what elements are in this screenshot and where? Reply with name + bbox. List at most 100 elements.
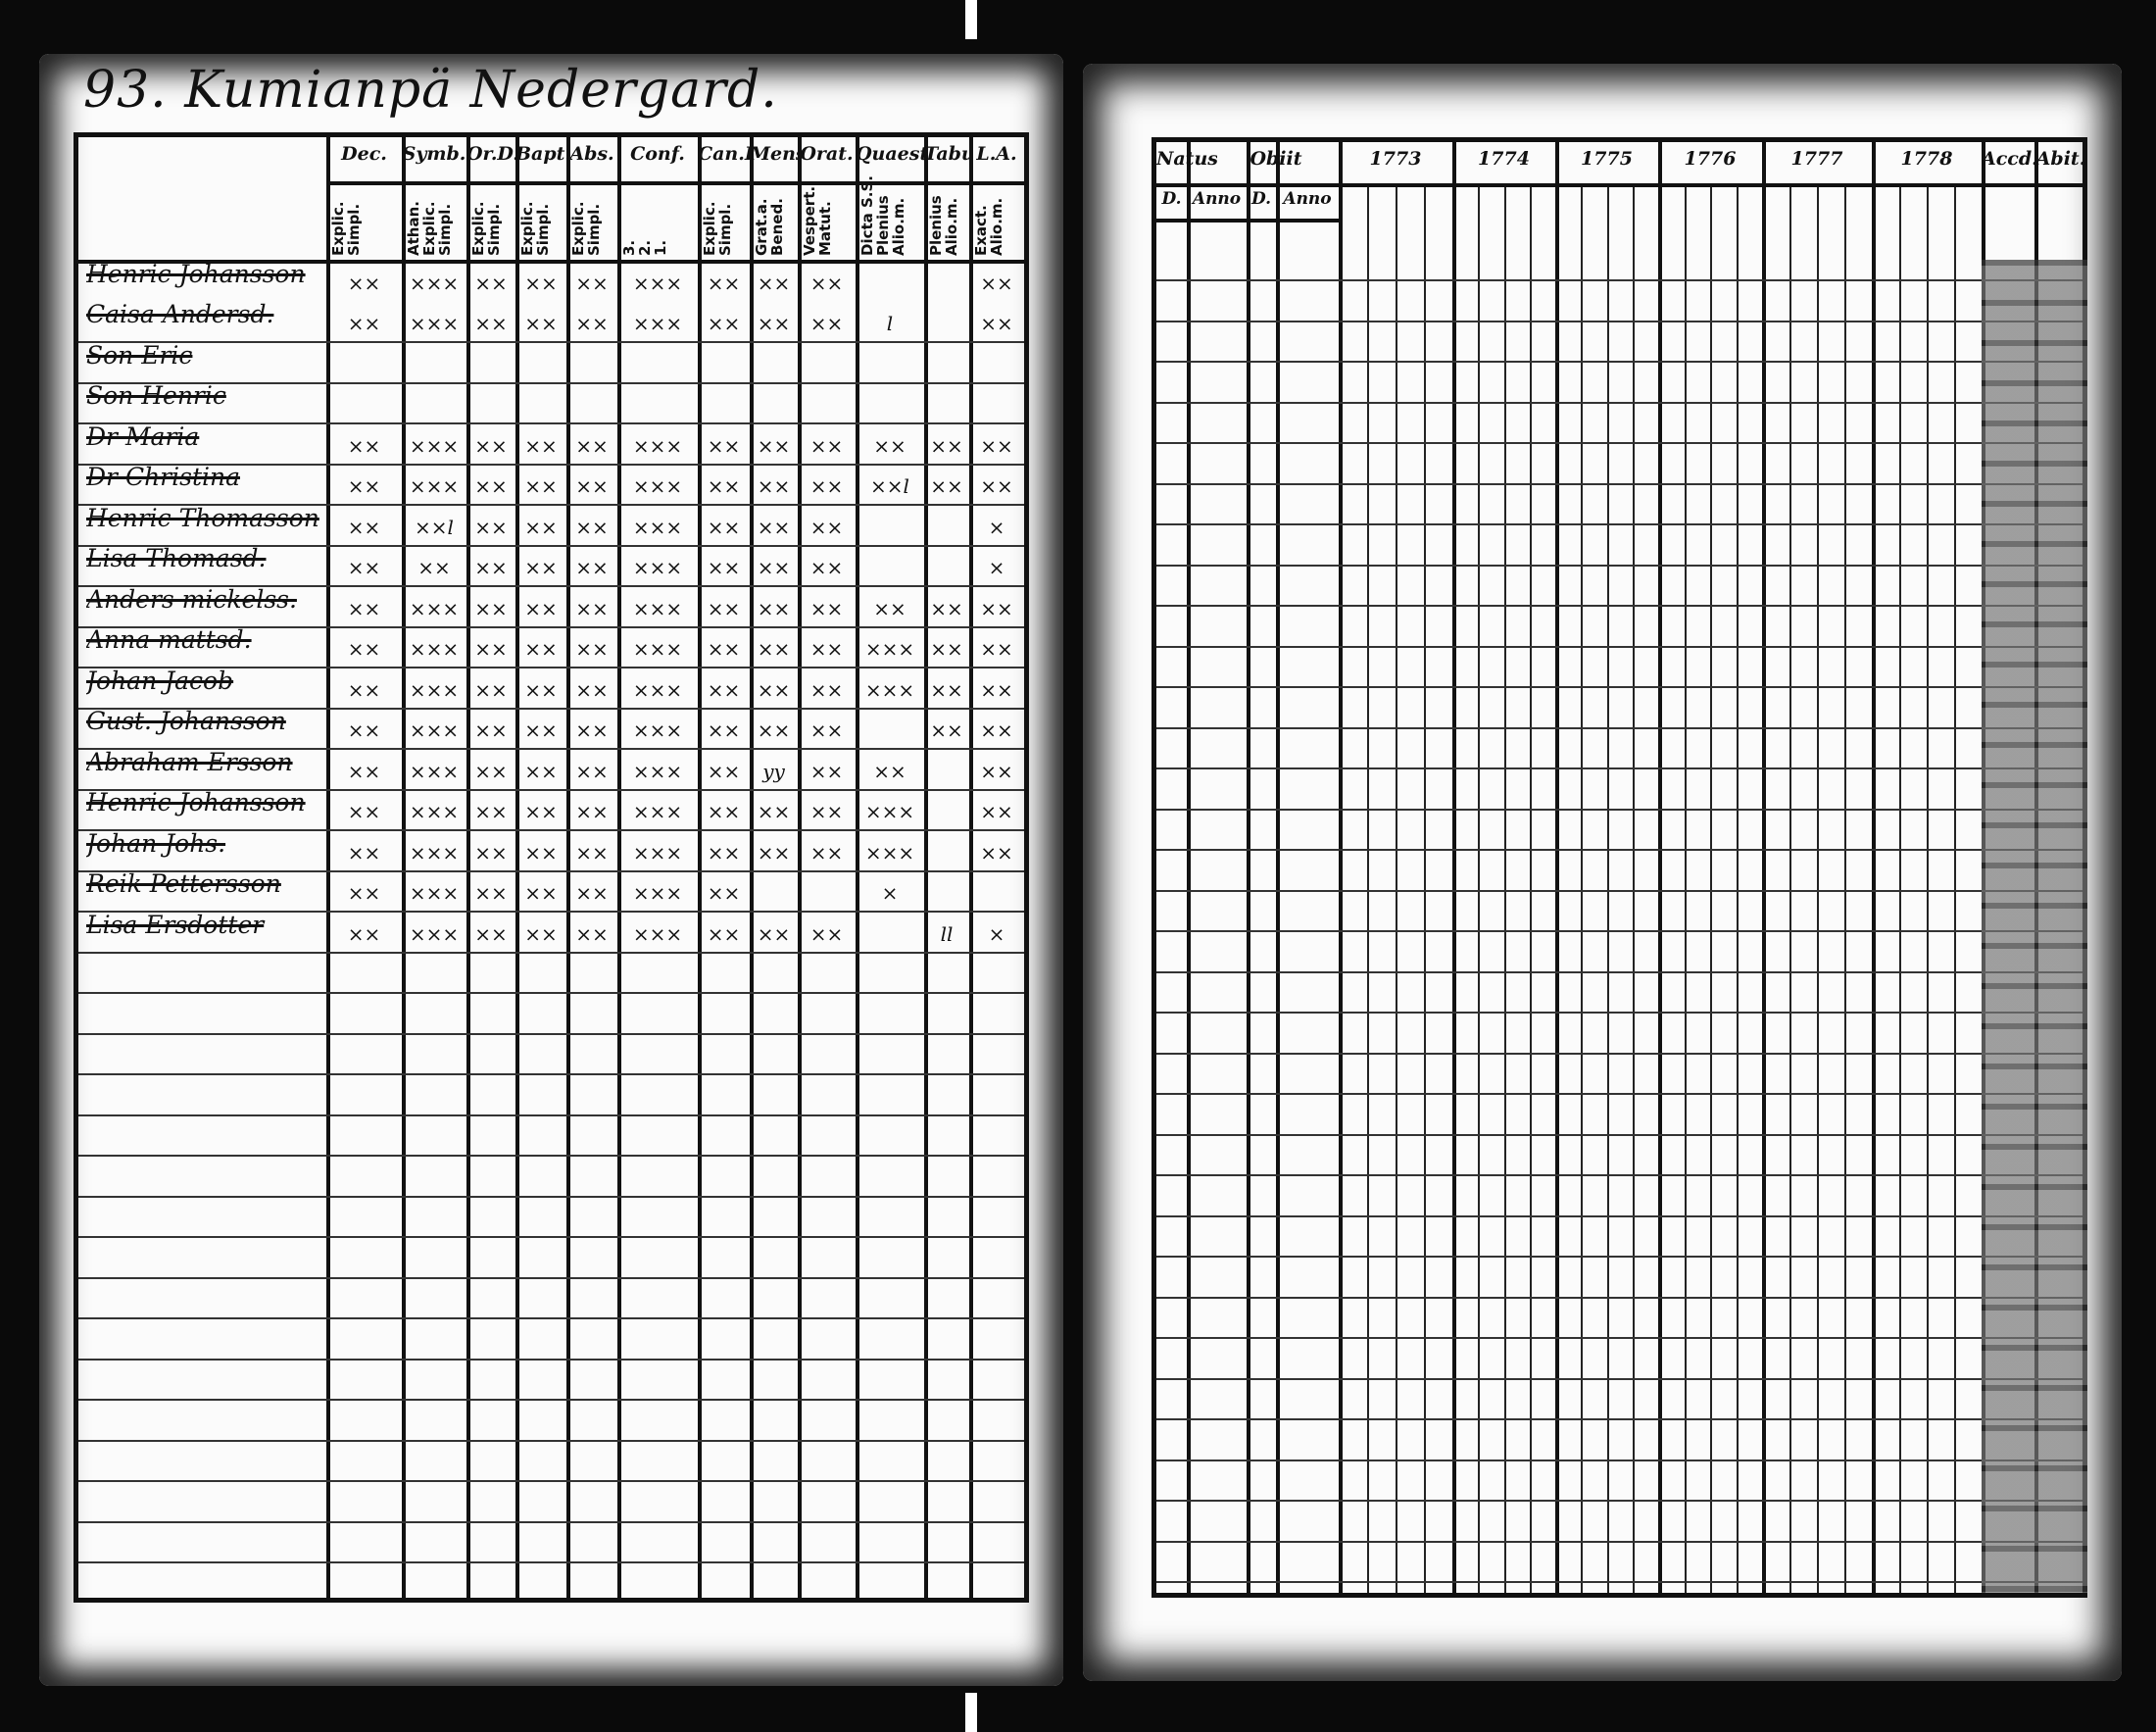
row-line: [1156, 1214, 2082, 1217]
year-subdivider: [1632, 183, 1635, 1593]
row-line: [1156, 1133, 2082, 1136]
column-divider: [1555, 142, 1559, 1593]
tally-mark: ××: [575, 718, 609, 742]
tally-mark: ××: [809, 840, 844, 865]
column-header: Obiit: [1250, 148, 1302, 170]
tally-mark: ××: [347, 637, 381, 661]
binding-marker-bottom: [965, 1693, 977, 1732]
tally-mark: ×××: [409, 759, 460, 783]
tally-mark: ×××: [409, 596, 460, 620]
tally-mark: ××: [809, 596, 844, 620]
row-line: [1156, 889, 2082, 892]
tally-mark: ××: [930, 677, 963, 702]
row-line: [78, 748, 1024, 750]
row-line: [78, 1317, 1024, 1319]
subheader-divider: [1156, 219, 1339, 223]
page-title: 93. Kumianpä Nedergard.: [83, 61, 778, 120]
tally-mark: ××: [575, 840, 609, 865]
person-name: Son Eric: [86, 340, 193, 370]
tally-mark: ××: [980, 637, 1013, 661]
tally-mark: ××: [524, 759, 558, 783]
row-line: [1156, 930, 2082, 933]
tally-mark: ×: [881, 881, 899, 905]
column-header: Dec.: [341, 143, 387, 165]
year-subdivider: [1710, 183, 1712, 1593]
tally-mark: ××: [474, 677, 508, 702]
tally-mark: ××l: [870, 474, 909, 498]
tally-mark: ××: [757, 800, 791, 823]
tally-mark: ××: [575, 637, 609, 661]
tally-mark: ××: [347, 677, 381, 702]
tally-mark: ××: [474, 759, 508, 783]
tally-mark: ××: [474, 556, 508, 579]
row-line: [1156, 564, 2082, 567]
column-header: 1773: [1369, 148, 1422, 170]
tally-mark: ××: [930, 637, 963, 661]
tally-mark: ××: [707, 881, 741, 905]
tally-mark: ×××: [632, 800, 683, 823]
year-subdivider: [1529, 183, 1532, 1593]
tally-mark: ××: [980, 312, 1013, 335]
row-line: [78, 422, 1024, 424]
year-subdivider: [1503, 183, 1506, 1593]
tally-mark: ×××: [632, 474, 683, 498]
years-table: Natus D. Anno Obiit D. Anno 1773 1774 1775 1776 17…: [1152, 137, 2087, 1598]
tally-mark: ××: [575, 800, 609, 823]
tally-mark: ×××: [409, 677, 460, 702]
tally-mark: ×××: [409, 637, 460, 661]
tally-mark: ××: [809, 677, 844, 702]
row-line: [78, 911, 1024, 913]
tally-mark: ××: [474, 515, 508, 539]
column-divider: [1276, 142, 1280, 1593]
year-subdivider: [1954, 183, 1956, 1593]
tally-mark: ××: [474, 433, 508, 458]
row-line: [1156, 1581, 2082, 1584]
row-line: [1156, 1052, 2082, 1055]
tally-mark: ××: [575, 433, 609, 458]
tally-mark: ×: [988, 921, 1005, 946]
column-divider: [326, 137, 330, 1598]
row-line: [78, 504, 1024, 506]
tally-mark: ××: [707, 556, 741, 579]
row-line: [1156, 401, 2082, 404]
tally-mark: ××: [575, 515, 609, 539]
row-line: [78, 544, 1024, 547]
tally-mark: ×××: [409, 800, 460, 823]
year-subdivider: [1927, 183, 1929, 1593]
tally-mark: ×××: [632, 718, 683, 742]
row-line: [1156, 726, 2082, 729]
column-header: Abs.: [569, 143, 614, 165]
row-line: [78, 869, 1024, 872]
tally-mark: ××: [474, 800, 508, 823]
subheader-divider: [78, 260, 1024, 264]
tally-mark: ××: [347, 474, 381, 498]
row-line: [78, 1113, 1024, 1116]
column-header: 1777: [1790, 148, 1843, 170]
tally-mark: ××: [809, 556, 844, 579]
tally-mark: ××: [757, 556, 791, 579]
tally-mark: ××: [347, 596, 381, 620]
tally-mark: ××: [809, 474, 844, 498]
row-line: [1156, 523, 2082, 526]
tally-mark: ××: [980, 271, 1013, 295]
tally-mark: ××: [757, 921, 791, 946]
tally-mark: ×××: [632, 271, 683, 295]
row-line: [78, 625, 1024, 628]
row-line: [78, 1358, 1024, 1361]
tally-mark: ××: [474, 596, 508, 620]
column-divider: [969, 137, 973, 1598]
tally-mark: yy: [762, 759, 785, 783]
tally-mark: ××l: [415, 515, 454, 539]
person-name: Caisa Andersd.: [86, 300, 274, 328]
tally-mark: ××: [809, 921, 844, 946]
tally-mark: ×××: [409, 271, 460, 295]
row-line: [78, 1236, 1024, 1238]
tally-mark: ×××: [409, 881, 460, 905]
tally-mark: ×××: [632, 677, 683, 702]
row-line: [1156, 1500, 2082, 1503]
tally-mark: ×××: [409, 718, 460, 742]
tally-mark: ××: [809, 312, 844, 335]
tally-mark: ××: [524, 596, 558, 620]
person-name: Johan Johs.: [86, 828, 226, 858]
year-subdivider: [1581, 183, 1584, 1593]
